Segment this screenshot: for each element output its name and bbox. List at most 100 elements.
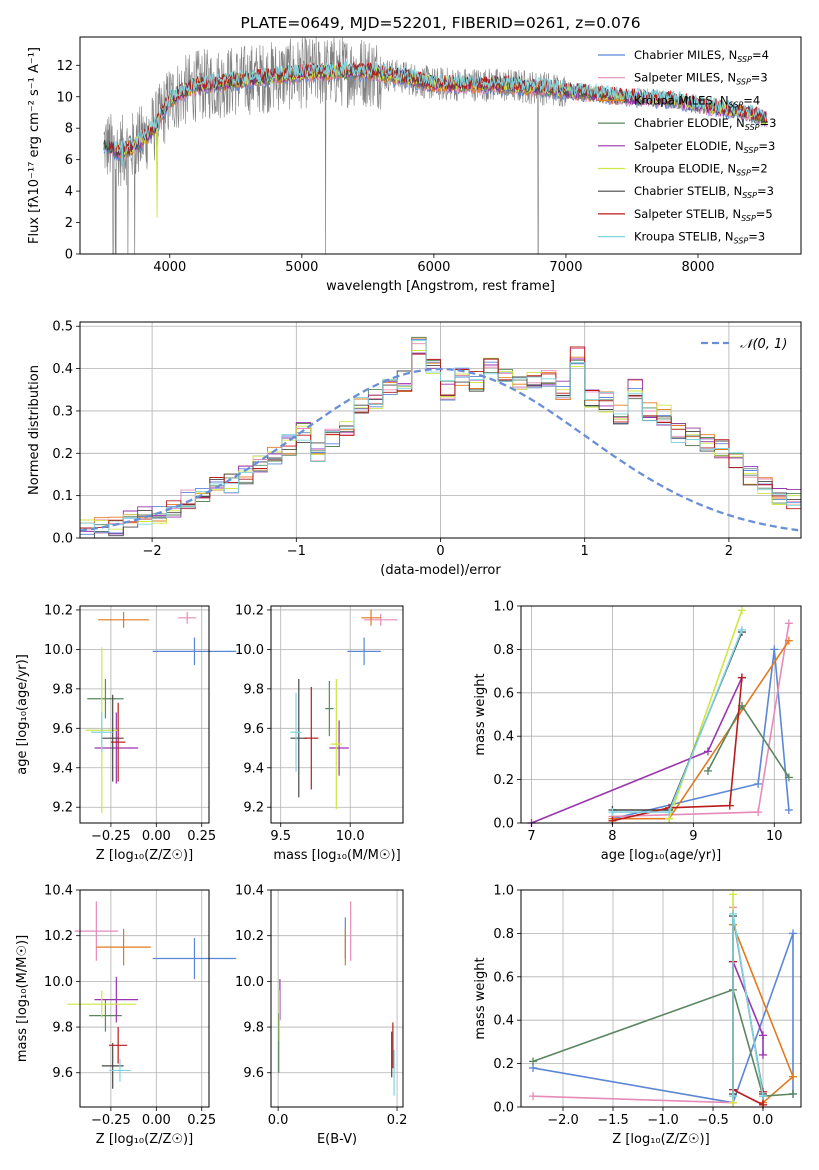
histogram-kroupa_elodie (80, 350, 801, 538)
y-tick-label: 12 (56, 59, 73, 74)
plot-frame (270, 605, 404, 824)
x-tick-label: −1 (287, 544, 306, 559)
legend-entry: Chabrier ELODIE, NSSP=3 (634, 116, 776, 132)
x-tick-label: 6000 (417, 260, 450, 275)
errorbars-age-vs-mass (290, 609, 398, 810)
axis-frame-spectrum: 4000 5000 6000 7000 8000 0 2 4 6 8 10 12 wavelength … (27, 36, 802, 294)
y-tick-label: 0.8 (493, 927, 514, 942)
weight-marker-kroupa_elodie (737, 606, 746, 615)
y-tick-label: 0.1 (52, 489, 73, 504)
axes-age-vs-Z (80, 606, 209, 823)
x-tick-label: 0.25 (187, 1113, 216, 1128)
weight-marker-salpeter_miles (754, 808, 763, 817)
weight-line-chabrier_miles (612, 649, 790, 820)
y-axis-label: mass weight (473, 673, 488, 755)
errorbar-chabrier_stelib (290, 678, 308, 798)
legend-entry: Chabrier MILES, NSSP=4 (634, 48, 769, 64)
errorbar-chabrier_elodie (325, 680, 334, 737)
y-axis-label: Flux [fλ10⁻¹⁷ erg cm⁻² s⁻¹ A⁻¹] (27, 47, 42, 244)
y-tick-label: 0.6 (493, 686, 514, 701)
errorbar-salpeter_miles (364, 613, 398, 626)
y-tick-label: 10.2 (235, 603, 264, 618)
y-tick-label: 0.8 (493, 643, 514, 658)
x-tick-label: −0.5 (697, 1113, 729, 1128)
errorbar-salpeter_elodie (94, 712, 139, 784)
x-tick-label: −2.0 (547, 1113, 579, 1128)
histogram-kroupa_stelib (80, 340, 801, 538)
legend-entry: Salpeter ELODIE, NSSP=3 (634, 139, 775, 155)
x-tick-label: 7000 (549, 260, 582, 275)
x-axis-label: mass [log₁₀(M/M☉)] (273, 848, 400, 863)
y-tick-label: 0 (65, 248, 73, 263)
y-tick-label: 10.0 (235, 975, 264, 990)
errorbar-salpeter_stelib (110, 702, 126, 782)
weight-marker-salpeter_miles (784, 619, 793, 628)
y-tick-label: 10.0 (44, 643, 73, 658)
y-tick-label: 0.4 (52, 362, 73, 377)
plot-frame (79, 36, 802, 255)
weight-line-chabrier_miles (532, 933, 794, 1104)
weight-marker-chabrier_miles (754, 779, 763, 788)
legend-entry: Kroupa ELODIE, NSSP=2 (634, 162, 768, 178)
weight-line-salpeter_stelib (612, 677, 743, 822)
y-axis-label: age [log₁₀(age/yr)] (15, 654, 30, 775)
x-tick-label: 4000 (153, 260, 186, 275)
x-tick-label: 0.0 (753, 1113, 774, 1128)
errorbar-kroupa_stelib (290, 692, 302, 772)
y-tick-label: 0.0 (52, 532, 73, 547)
y-tick-label: 10.0 (235, 643, 264, 658)
y-tick-label: 9.8 (243, 682, 264, 697)
weight-marker-kroupa_miles (789, 1072, 797, 1081)
plot-frame (270, 889, 404, 1108)
errorbar-salpeter_elodie (329, 720, 349, 776)
y-tick-label: 0.4 (493, 1014, 514, 1029)
x-axis-label: Z [log₁₀(Z/Z☉)] (612, 1132, 709, 1147)
errorbar-chabrier_miles (152, 937, 237, 980)
axes-mass-vs-Z (80, 889, 209, 1107)
weight-line-kroupa_elodie (668, 610, 743, 819)
errorbar-kroupa_elodie (67, 990, 137, 1018)
legend-entry: Salpeter STELIB, NSSP=5 (634, 207, 773, 223)
x-axis-label: (data-model)/error (380, 563, 501, 578)
weight-marker-salpeter_stelib (725, 801, 734, 810)
y-tick-label: 4 (65, 185, 73, 200)
y-tick-label: 10.2 (44, 929, 73, 944)
y-tick-label: 1.0 (493, 884, 514, 899)
x-tick-label: −1.5 (597, 1113, 629, 1128)
errorbar-salpeter_miles (178, 611, 197, 624)
y-tick-label: 0.0 (493, 817, 514, 832)
y-tick-label: 6 (65, 153, 73, 168)
y-tick-label: 0.2 (52, 447, 73, 462)
weight-marker-kroupa_elodie (729, 890, 737, 899)
y-tick-label: 0.2 (493, 773, 514, 788)
axis-frame-age-vs-Z: −0.25 0.00 0.25 9.2 9.4 9.6 9.8 10.0 10.2 Z [log₁… (15, 603, 216, 863)
y-tick-label: 10.4 (235, 884, 264, 899)
histogram-layer (80, 336, 801, 538)
weight-marker-salpeter_elodie (759, 1050, 767, 1059)
weight-marker-chabrier_miles (784, 805, 793, 814)
axis-frame-mass-vs-ebv: 0.0 0.2 9.6 9.8 10.0 10.2 10.4 E(B-V) (235, 884, 407, 1148)
y-tick-label: 9.6 (52, 722, 73, 737)
axis-frame-mass-vs-Z: −0.25 0.00 0.25 9.6 9.8 10.0 10.2 10.4 Z [log₁₀(… (15, 884, 216, 1148)
residual-legend: 𝒩(0, 1) (701, 337, 787, 352)
weight-line-chabrier_elodie (532, 988, 794, 1098)
x-tick-label: −1.0 (647, 1113, 679, 1128)
weight-marker-chabrier_miles (789, 929, 797, 938)
weight-marker-chabrier_miles (770, 645, 779, 654)
weight-marker-kroupa_stelib (729, 909, 737, 918)
y-tick-label: 0.6 (493, 970, 514, 985)
y-axis-label: mass weight (473, 957, 488, 1039)
x-tick-label: 0.25 (187, 829, 216, 844)
errorbar-chabrier_miles (347, 637, 381, 666)
spectrum-legend: Chabrier MILES, NSSP=4 Salpeter MILES, NS… (598, 48, 776, 246)
weight-marker-kroupa_stelib (759, 1092, 767, 1101)
plot-frame (79, 605, 210, 824)
axis-frame-residuals: −2 −1 0 1 2 0.0 0.1 0.2 0.3 0.4 0.5 (data-model)/er… (27, 320, 802, 578)
plot-frame (520, 889, 802, 1108)
y-tick-label: 1.0 (493, 600, 514, 615)
legend-entry: Kroupa MILES, NSSP=4 (634, 93, 760, 109)
x-tick-label: 0.0 (268, 1113, 289, 1128)
errorbar-kroupa_miles (98, 611, 150, 628)
x-tick-label: −0.25 (91, 829, 131, 844)
histogram-salpeter_stelib (80, 346, 801, 538)
